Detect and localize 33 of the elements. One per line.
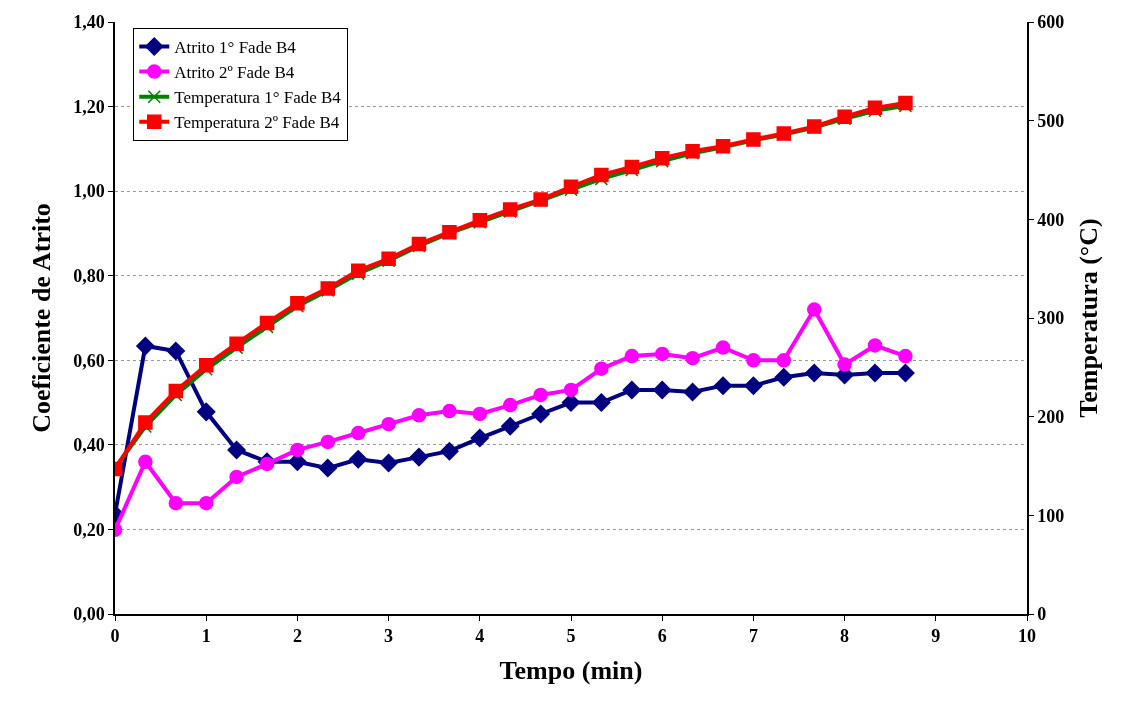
x-tick-label: 8 [840,626,850,647]
y2-tick-label: 600 [1037,12,1065,33]
x-tick-label: 10 [1018,626,1036,647]
y2-tick-label: 200 [1037,406,1065,427]
y2-tick-label: 500 [1037,110,1065,131]
y-tick-label: 0,00 [73,604,105,625]
y2-tick-label: 100 [1037,505,1065,526]
x-tick-label: 5 [566,626,576,647]
y-tick-label: 0,40 [73,435,105,456]
x-tick-label: 3 [384,626,394,647]
y2-tick-label: 0 [1037,604,1047,625]
legend-label: Temperatura 2º Fade B4 [174,113,340,133]
y2-axis-title: Temperatura (°C) [1073,218,1103,418]
x-tick-label: 9 [931,626,941,647]
x-tick-label: 7 [748,626,758,647]
y-tick-label: 0,80 [73,266,105,287]
y-tick-label: 0,60 [73,350,105,371]
y-tick-label: 1,40 [73,12,105,33]
x-tick-label: 2 [292,626,302,647]
y-axis-title: Coeficiente de Atrito [27,203,57,433]
y-tick-label: 1,00 [73,181,105,202]
legend-label: Temperatura 1° Fade B4 [174,88,342,108]
x-tick-label: 6 [657,626,667,647]
y-tick-label: 1,20 [73,96,105,117]
y2-tick-label: 300 [1037,308,1065,329]
legend-label: Atrito 1° Fade B4 [174,38,297,58]
x-tick-label: 1 [201,626,211,647]
x-tick-label: 4 [475,626,485,647]
x-tick-label: 0 [110,626,120,647]
y-tick-label: 0,20 [73,519,105,540]
y2-tick-label: 400 [1037,209,1065,230]
legend-label: Atrito 2º Fade B4 [174,63,295,83]
x-axis-title: Tempo (min) [499,655,643,685]
